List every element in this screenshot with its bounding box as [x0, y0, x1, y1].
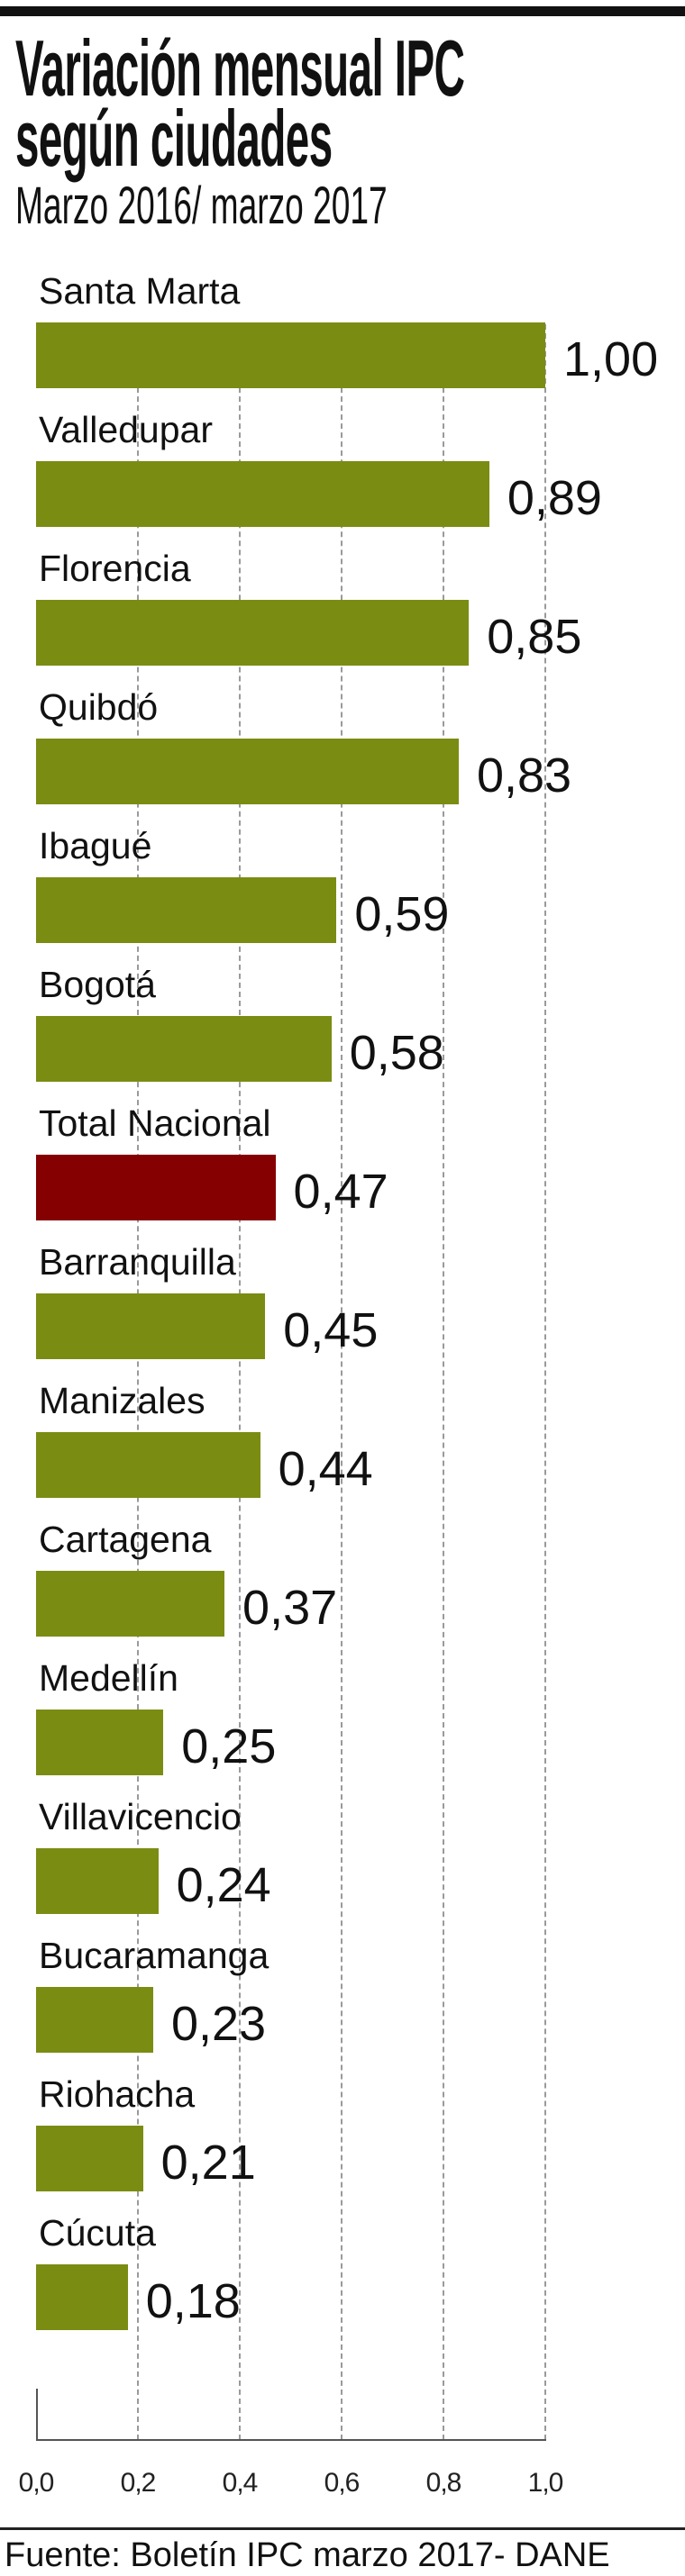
chart-subtitle: Marzo 2016/ marzo 2017 — [15, 177, 388, 235]
y-axis-line — [36, 2389, 38, 2441]
value-label: 1,00 — [563, 332, 659, 386]
footer-rule — [0, 2527, 685, 2530]
bar — [36, 322, 545, 388]
category-label: Barranquilla — [39, 1241, 236, 1283]
category-label: Manizales — [39, 1380, 206, 1421]
category-label: Cúcuta — [39, 2212, 156, 2254]
value-label: 0,25 — [181, 1719, 277, 1773]
source-note: Fuente: Boletín IPC marzo 2017- DANE — [5, 2536, 610, 2574]
value-label: 0,23 — [170, 1997, 267, 2051]
x-tick-label: 0,8 — [425, 2468, 462, 2498]
category-label: Bucaramanga — [39, 1935, 269, 1976]
category-label: Florencia — [39, 548, 191, 589]
value-label: 0,45 — [283, 1303, 379, 1357]
value-label: 0,21 — [160, 2136, 256, 2190]
category-label: Villavicencio — [39, 1796, 242, 1837]
bar — [36, 461, 489, 527]
category-label: Santa Marta — [39, 270, 241, 312]
category-label: Bogotá — [39, 964, 156, 1005]
bar — [36, 600, 470, 666]
bar — [36, 2126, 143, 2191]
category-label: Valledupar — [39, 409, 213, 450]
value-label: 0,59 — [354, 887, 450, 941]
value-label: 0,44 — [278, 1442, 373, 1496]
bar — [36, 1848, 159, 1914]
bar — [36, 2264, 128, 2330]
x-tick-label: 0,4 — [222, 2468, 259, 2498]
value-label: 0,83 — [476, 748, 572, 803]
gridline — [544, 324, 546, 2440]
value-label: 0,24 — [176, 1858, 271, 1912]
bar — [36, 1571, 225, 1637]
category-label: Cartagena — [39, 1519, 212, 1560]
category-label: Ibagué — [39, 825, 152, 866]
x-tick-label: 1,0 — [527, 2468, 564, 2498]
x-tick-label: 0,0 — [18, 2468, 55, 2498]
bar — [36, 1293, 266, 1359]
bar — [36, 1987, 153, 2053]
category-label: Riohacha — [39, 2073, 196, 2115]
value-label: 0,58 — [349, 1026, 444, 1080]
chart-title-line-2: según ciudades — [15, 94, 333, 183]
gridline — [341, 324, 342, 2440]
x-tick-label: 0,2 — [120, 2468, 157, 2498]
chart-title-line-1: Variación mensual IPC — [15, 23, 465, 113]
category-label: Medellín — [39, 1657, 178, 1699]
gridline — [137, 324, 139, 2440]
category-label: Total Nacional — [39, 1102, 271, 1144]
bar — [36, 1016, 332, 1082]
value-label: 0,85 — [487, 610, 582, 664]
bar — [36, 739, 459, 804]
bar — [36, 1155, 276, 1220]
x-tick-label: 0,6 — [324, 2468, 361, 2498]
x-axis-line — [36, 2439, 546, 2441]
value-label: 0,18 — [145, 2274, 241, 2328]
gridline — [239, 324, 241, 2440]
value-label: 0,37 — [242, 1581, 338, 1635]
value-label: 0,89 — [507, 471, 602, 525]
category-label: Quibdó — [39, 686, 159, 728]
value-label: 0,47 — [293, 1165, 388, 1219]
bar — [36, 1432, 260, 1498]
gridline — [443, 324, 444, 2440]
bar — [36, 1710, 164, 1775]
top-rule — [0, 6, 685, 16]
bar — [36, 877, 337, 943]
